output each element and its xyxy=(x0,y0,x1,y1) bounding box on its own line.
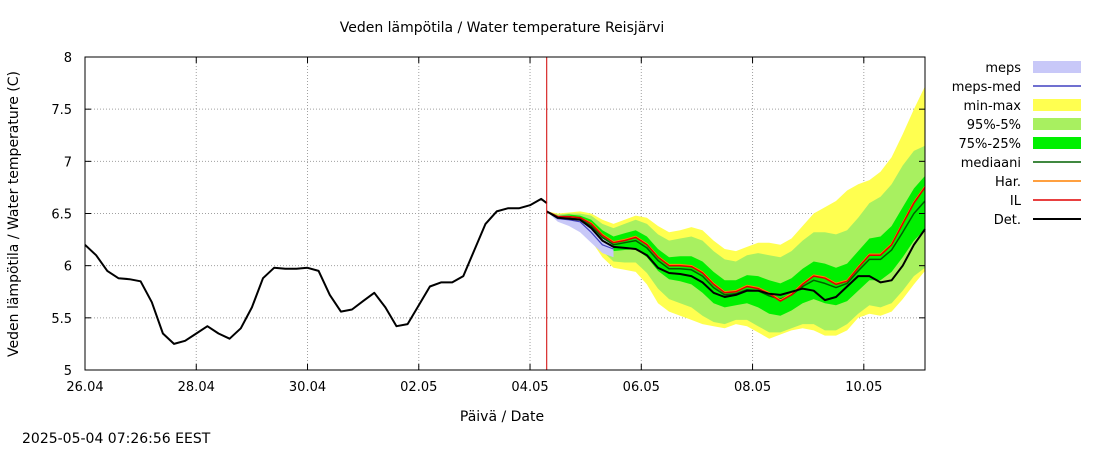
y-tick-label: 6 xyxy=(64,260,72,275)
plot-area: 26.04 28.04 30.04 02.05 04.05 06.05 08.05 10.05… xyxy=(51,51,926,395)
legend-label-har: Har. xyxy=(995,175,1021,190)
y-tick-label: 8 xyxy=(64,51,72,66)
legend-label-mediaani: mediaani xyxy=(961,156,1021,171)
y-tick-label: 7 xyxy=(64,155,72,170)
x-tick-label: 04.05 xyxy=(511,380,548,395)
legend-label-il: IL xyxy=(1010,194,1022,209)
x-tick-label: 08.05 xyxy=(734,380,771,395)
x-tick-label: 28.04 xyxy=(178,380,215,395)
il-line xyxy=(546,186,926,302)
legend-label-p75_25: 75%-25% xyxy=(959,137,1021,152)
legend-label-meps: meps xyxy=(985,61,1021,76)
x-tick-label: 06.05 xyxy=(623,380,660,395)
legend-swatch-minmax xyxy=(1033,99,1081,111)
legend-swatch-p75_25 xyxy=(1033,137,1081,149)
meps-band xyxy=(546,211,614,258)
y-tick-label: 7.5 xyxy=(51,103,72,118)
legend: meps meps-med min-max 95%-5% 75%-25% mediaani… xyxy=(952,61,1081,228)
legend-label-p95_5: 95%-5% xyxy=(967,118,1021,133)
y-tick-label: 5.5 xyxy=(51,312,72,327)
legend-label-meps_med: meps-med xyxy=(952,80,1021,95)
footer-timestamp: 2025-05-04 07:26:56 EEST xyxy=(22,431,211,447)
x-tick-label: 10.05 xyxy=(845,380,882,395)
y-tick-label: 6.5 xyxy=(51,208,72,223)
mediaani-line xyxy=(546,200,926,300)
observed-line xyxy=(84,197,548,345)
legend-label-det: Det. xyxy=(994,213,1021,228)
legend-swatch-meps xyxy=(1033,61,1081,73)
x-tick-label: 26.04 xyxy=(66,380,103,395)
y-tick-label: 5 xyxy=(64,364,72,379)
legend-label-minmax: min-max xyxy=(963,99,1021,114)
legend-swatch-p95_5 xyxy=(1033,118,1081,130)
x-tick-label: 30.04 xyxy=(289,380,326,395)
y-axis-label: Veden lämpötila / Water temperature (C) xyxy=(6,71,22,357)
x-tick-label: 02.05 xyxy=(400,380,437,395)
chart-title: Veden lämpötila / Water temperature Reis… xyxy=(340,20,665,36)
det-line xyxy=(546,210,926,302)
x-axis-label: Päivä / Date xyxy=(460,409,544,425)
